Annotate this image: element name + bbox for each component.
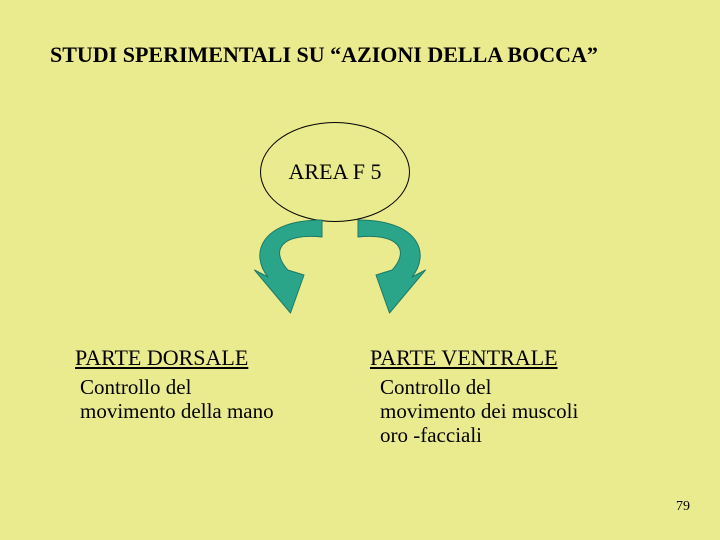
right-column-body: Controllo delmovimento dei muscolioro -f… <box>380 375 620 447</box>
page-number: 79 <box>676 499 690 515</box>
slide: STUDI SPERIMENTALI SU “AZIONI DELLA BOCC… <box>0 0 720 540</box>
slide-title: STUDI SPERIMENTALI SU “AZIONI DELLA BOCC… <box>50 42 598 68</box>
left-column-body: Controllo delmovimento della mano <box>80 375 310 423</box>
arrow-right <box>340 215 430 315</box>
right-column-heading: PARTE VENTRALE <box>370 345 558 371</box>
area-f5-ellipse: AREA F 5 <box>260 122 410 222</box>
area-f5-label: AREA F 5 <box>289 159 382 185</box>
arrow-left <box>250 215 340 315</box>
left-column-heading: PARTE DORSALE <box>75 345 248 371</box>
